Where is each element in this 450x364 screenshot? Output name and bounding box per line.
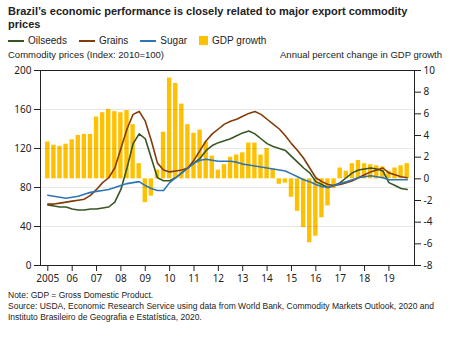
html-text:Oilseeds: Oilseeds xyxy=(28,35,67,46)
svg-text:-8: -8 xyxy=(424,258,433,272)
html-text:GDP growth: GDP growth xyxy=(212,35,267,46)
svg-text:17: 17 xyxy=(334,271,346,285)
svg-text:19: 19 xyxy=(383,271,395,285)
svg-text:8: 8 xyxy=(424,84,430,98)
svg-text:09: 09 xyxy=(140,271,152,285)
svg-text:18: 18 xyxy=(359,271,371,285)
svg-text:14: 14 xyxy=(261,271,273,285)
svg-text:13: 13 xyxy=(237,271,249,285)
svg-text:15: 15 xyxy=(286,271,298,285)
svg-text:2: 2 xyxy=(424,149,430,163)
html-text:Sugar: Sugar xyxy=(160,35,187,46)
svg-text:08: 08 xyxy=(115,271,127,285)
html-text:Commodity prices (Index: 2010=: Commodity prices (Index: 2010=100) xyxy=(8,49,164,60)
svg-text:2005: 2005 xyxy=(36,271,59,285)
svg-text:0: 0 xyxy=(424,171,430,185)
html-text:Source: USDA, Economic Researc: Source: USDA, Economic Research Service … xyxy=(8,301,434,322)
svg-text:06: 06 xyxy=(66,271,78,285)
svg-text:200: 200 xyxy=(14,63,31,77)
html-text:Brazil’s economic performance: Brazil’s economic performance is closely… xyxy=(8,5,408,30)
svg-text:120: 120 xyxy=(14,141,31,155)
svg-text:07: 07 xyxy=(91,271,103,285)
svg-text:4: 4 xyxy=(424,128,430,142)
svg-text:11: 11 xyxy=(188,271,199,285)
svg-text:-2: -2 xyxy=(424,193,433,207)
html-text:Note: GDP = Gross Domestic Pro: Note: GDP = Gross Domestic Product. xyxy=(8,290,154,300)
svg-text:0: 0 xyxy=(26,258,32,272)
svg-text:10: 10 xyxy=(164,271,176,285)
svg-text:160: 160 xyxy=(14,102,31,116)
html-text:Grains: Grains xyxy=(98,35,129,46)
svg-text:80: 80 xyxy=(20,180,32,194)
svg-text:16: 16 xyxy=(310,271,322,285)
svg-text:12: 12 xyxy=(213,271,225,285)
html-text:Annual percent change in GDP g: Annual percent change in GDP growth xyxy=(280,49,442,60)
svg-text:40: 40 xyxy=(20,219,32,233)
svg-text:-6: -6 xyxy=(424,236,433,250)
svg-text:6: 6 xyxy=(424,106,430,120)
svg-text:-4: -4 xyxy=(424,214,433,228)
svg-text:10: 10 xyxy=(424,63,436,77)
